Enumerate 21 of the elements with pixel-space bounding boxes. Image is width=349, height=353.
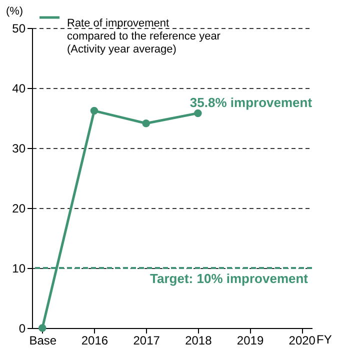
y-tick-label: 40 [12,82,26,96]
x-tick-label: 2020 [288,334,316,348]
y-tick-label: 0 [18,322,26,336]
legend-label: Rate of improvement compared to the reference year (Activity year average) [67,18,221,56]
point [90,106,98,115]
annotation: 35.8% improvement [190,95,313,110]
y-tick-label: 20 [12,202,26,216]
point [194,109,202,118]
y-tick-label: 10 [12,262,26,276]
y-tick-label: 30 [12,142,26,156]
x-tick-label: 2017 [133,334,160,348]
x-tick-label: 2019 [236,334,264,348]
x-tick-label: Base [29,334,57,348]
x-tick-label: 2016 [81,334,108,348]
x-axis-title: FY [316,332,332,346]
x-tick-label: 2018 [185,334,212,348]
point [142,120,150,128]
point [38,324,46,332]
ref-line-label: Target: 10% improvement [150,271,309,286]
y-axis-title: (%) [6,6,24,18]
y-tick-label: 50 [12,22,26,36]
